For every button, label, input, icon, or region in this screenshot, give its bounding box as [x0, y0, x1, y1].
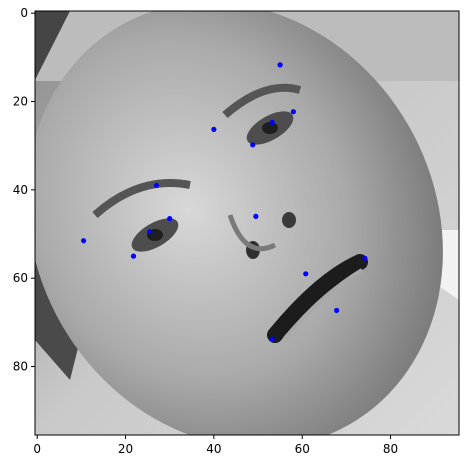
keypoint-marker-9	[80, 238, 87, 244]
y-tick-label: 0	[20, 6, 28, 20]
keypoint-marker-8	[147, 229, 153, 235]
keypoint-marker-12	[303, 271, 309, 277]
keypoint-marker-0	[277, 62, 283, 68]
x-tick-label: 20	[118, 442, 133, 456]
y-tick-label: 60	[13, 271, 28, 285]
keypoint-marker-13	[334, 307, 340, 314]
keypoint-marker-14	[269, 336, 275, 342]
y-tick-label: 80	[13, 360, 28, 374]
keypoint-marker-10	[130, 253, 137, 259]
keypoint-marker-11	[362, 255, 368, 261]
plot-area	[34, 10, 460, 436]
keypoint-marker-6	[167, 215, 173, 222]
keypoint-marker-5	[153, 182, 160, 189]
keypoint-marker-3	[211, 126, 217, 132]
points-layer	[80, 62, 368, 342]
x-tick-label: 80	[383, 442, 398, 456]
y-tick-label: 20	[13, 95, 28, 109]
x-tick-label: 0	[33, 442, 41, 456]
x-axis: 0 20 40 60 80	[33, 435, 398, 456]
keypoint-marker-4	[250, 142, 256, 148]
keypoint-marker-2	[269, 119, 275, 125]
y-tick-label: 40	[13, 183, 28, 197]
x-tick-label: 60	[295, 442, 310, 456]
y-axis: 0 20 40 60 80	[13, 6, 35, 374]
x-tick-label: 40	[206, 442, 221, 456]
keypoint-marker-7	[253, 213, 259, 219]
keypoint-marker-1	[290, 109, 296, 115]
